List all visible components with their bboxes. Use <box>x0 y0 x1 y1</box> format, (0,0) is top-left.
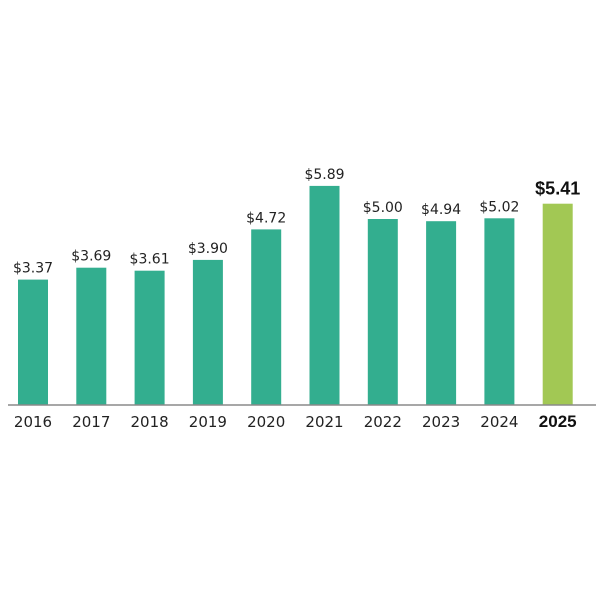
value-label-2019: $3.90 <box>188 241 228 257</box>
x-tick-label-2022: 2022 <box>364 413 402 431</box>
x-tick-label-2023: 2023 <box>422 413 460 431</box>
value-label-2022: $5.00 <box>363 200 403 216</box>
value-labels-group: $3.37 $3.69 $3.61 $3.90 $4.72 $5.89 $5.00 $4.94… <box>13 167 580 277</box>
bar-2024 <box>484 218 515 405</box>
x-tick-label-2020: 2020 <box>247 413 285 431</box>
value-label-2016: $3.37 <box>13 261 53 277</box>
bar-2025 <box>542 203 573 405</box>
x-tick-labels-group: 2016 2017 2018 2019 2020 2021 2022 2023 2024 2025 <box>14 412 577 431</box>
x-tick-label-2016: 2016 <box>14 413 52 431</box>
bar-2019 <box>192 259 223 405</box>
x-tick-label-2019: 2019 <box>189 413 227 431</box>
value-label-2023: $4.94 <box>421 202 461 218</box>
value-label-2025: $5.41 <box>535 179 580 199</box>
x-tick-label-2018: 2018 <box>131 413 169 431</box>
bar-2021 <box>309 185 340 405</box>
x-tick-label-2024: 2024 <box>480 413 518 431</box>
x-tick-label-2017: 2017 <box>72 413 110 431</box>
value-label-2021: $5.89 <box>304 167 344 183</box>
x-tick-label-2021: 2021 <box>305 413 343 431</box>
value-label-2017: $3.69 <box>71 249 111 265</box>
value-label-2018: $3.61 <box>130 252 170 268</box>
bars-group <box>18 185 573 405</box>
bar-2023 <box>426 221 457 405</box>
bar-2018 <box>134 270 165 405</box>
value-label-2024: $5.02 <box>479 199 519 215</box>
bar-2016 <box>18 279 48 405</box>
bar-2020 <box>251 229 282 405</box>
bar-2017 <box>76 267 107 405</box>
x-tick-label-2025: 2025 <box>539 412 577 431</box>
bar-2022 <box>367 219 398 405</box>
value-label-2020: $4.72 <box>246 210 286 226</box>
